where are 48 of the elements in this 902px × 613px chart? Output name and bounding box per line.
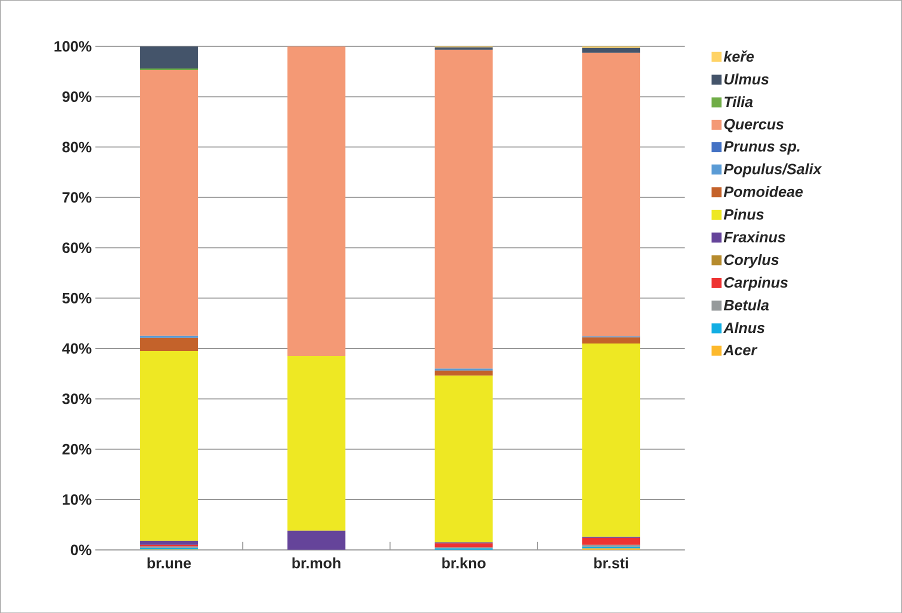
bar: [140, 46, 198, 68]
x-tick-label: br.kno: [442, 557, 486, 568]
legend-label: Fraxinus: [724, 231, 786, 242]
bar: [582, 343, 640, 537]
x-tick-label: br.sti: [594, 557, 628, 568]
legend-label: Acer: [723, 344, 758, 356]
bar: [287, 530, 346, 550]
legend-label: keře: [724, 50, 754, 62]
y-tick-label: 10%: [62, 494, 92, 505]
bar: [434, 370, 493, 376]
y-tick-label: 0%: [70, 544, 92, 556]
bar: [287, 356, 346, 531]
legend-label: Quercus: [724, 118, 784, 132]
legend-label: Alnus: [723, 322, 765, 334]
bar: [140, 338, 198, 351]
y-tick-label: 90%: [62, 91, 92, 102]
y-tick-label: 70%: [62, 192, 92, 203]
bar: [140, 540, 198, 545]
bar: [434, 368, 493, 371]
x-tick-label: br.une: [148, 557, 191, 568]
x-tick-label: br.moh: [292, 557, 340, 568]
bar: [287, 46, 346, 356]
bar: [434, 376, 493, 542]
y-tick-label: 50%: [62, 292, 92, 304]
legend-label: Carpinus: [724, 276, 788, 291]
y-tick-label: 40%: [62, 343, 92, 354]
legend-label: Pomoideae: [724, 186, 803, 197]
y-tick-label: 60%: [62, 242, 92, 253]
legend-label: Populus/Salix: [724, 163, 822, 178]
bar: [434, 50, 493, 368]
bar: [140, 350, 198, 541]
legend-label: Prunus sp.: [724, 141, 800, 154]
bar: [434, 543, 493, 548]
legend-label: Tilia: [724, 96, 753, 108]
y-tick-label: 30%: [62, 393, 92, 404]
legend-label: Corylus: [724, 254, 779, 268]
legend-label: Ulmus: [724, 73, 769, 84]
legend-label: Pinus: [724, 208, 764, 220]
bar: [582, 538, 640, 545]
bar: [582, 52, 640, 336]
bar: [582, 48, 640, 53]
y-tick-label: 20%: [62, 444, 92, 454]
y-tick-label: 100%: [54, 40, 92, 52]
bar: [582, 337, 640, 344]
bar: [140, 70, 198, 336]
y-tick-label: 80%: [62, 142, 92, 152]
legend-label: Betula: [724, 299, 769, 310]
bar: [434, 47, 493, 50]
